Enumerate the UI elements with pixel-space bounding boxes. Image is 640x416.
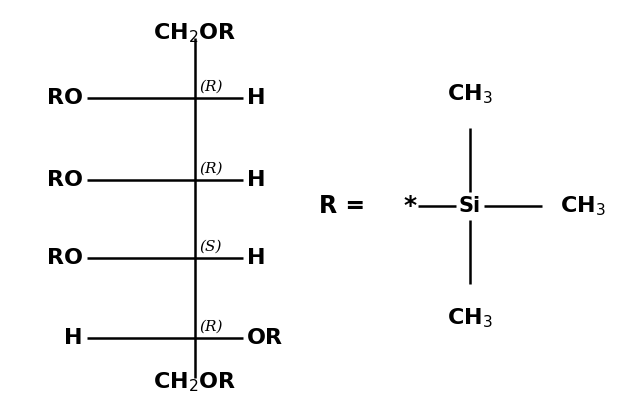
Text: RO: RO: [47, 170, 83, 190]
Text: H: H: [247, 248, 266, 268]
Text: (R): (R): [199, 80, 223, 94]
Text: CH$_3$: CH$_3$: [447, 306, 493, 329]
Text: H: H: [247, 170, 266, 190]
Text: CH$_3$: CH$_3$: [560, 194, 605, 218]
Text: (R): (R): [199, 320, 223, 334]
Text: OR: OR: [247, 328, 283, 348]
Text: RO: RO: [47, 248, 83, 268]
Text: *: *: [403, 194, 417, 218]
Text: CH$_2$OR: CH$_2$OR: [154, 21, 237, 45]
Text: H: H: [65, 328, 83, 348]
Text: R =: R =: [319, 194, 365, 218]
Text: CH$_2$OR: CH$_2$OR: [154, 370, 237, 394]
Text: CH$_3$: CH$_3$: [447, 82, 493, 106]
Text: Si: Si: [459, 196, 481, 216]
Text: RO: RO: [47, 88, 83, 108]
Text: (R): (R): [199, 162, 223, 176]
Text: H: H: [247, 88, 266, 108]
Text: (S): (S): [199, 240, 221, 254]
